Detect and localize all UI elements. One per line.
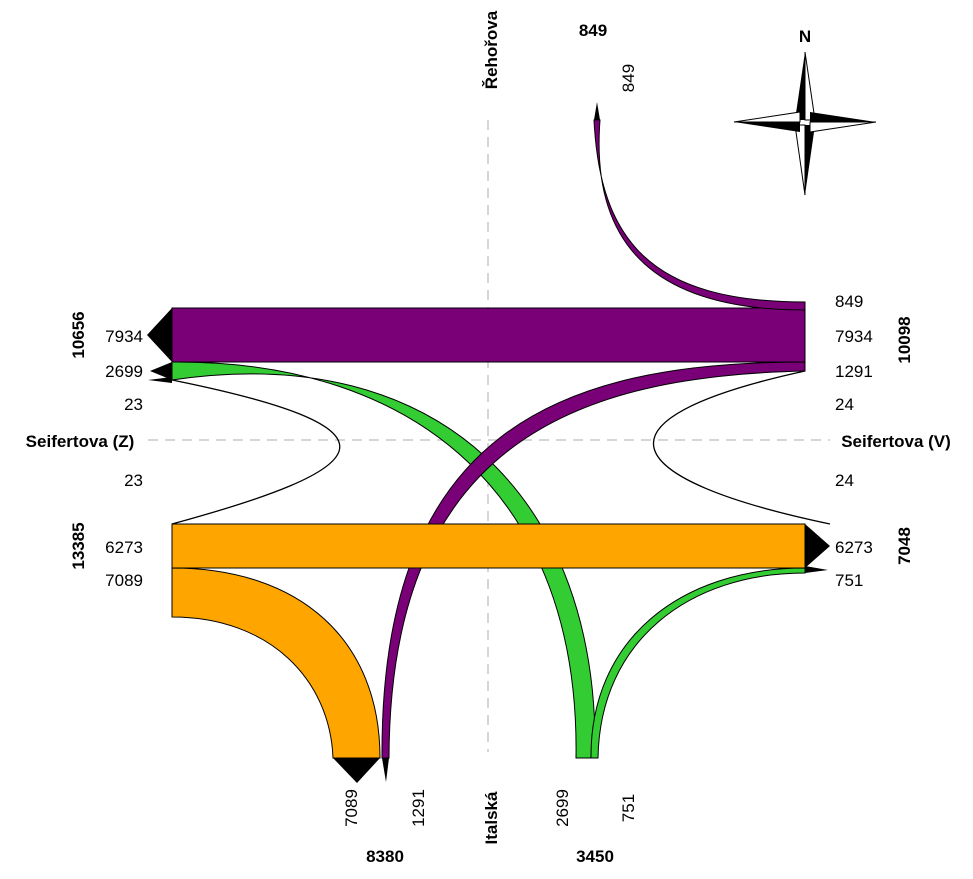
label-east-751: 751 xyxy=(835,571,863,590)
compass-label: N xyxy=(799,27,811,46)
flow-orange-6273 xyxy=(171,523,806,569)
total-east-upper: 10098 xyxy=(895,316,914,363)
label-east-24-lower: 24 xyxy=(835,471,854,490)
arrowhead-south-1291 xyxy=(382,758,389,782)
label-east-849: 849 xyxy=(835,292,863,311)
total-west-lower: 13385 xyxy=(69,522,88,569)
street-south-label: Italská xyxy=(482,791,501,844)
label-west-2699: 2699 xyxy=(105,362,143,381)
label-east-24-upper: 24 xyxy=(835,395,854,414)
total-west-upper: 10656 xyxy=(69,311,88,358)
flow-purple-849 xyxy=(593,119,806,311)
label-south-2699: 2699 xyxy=(553,789,572,827)
street-north-label: Řehořova xyxy=(482,10,501,89)
arrowhead-east-6273 xyxy=(805,524,830,568)
flow-orange-7089 xyxy=(171,567,381,759)
street-east-label: Seifertova (V) xyxy=(841,432,951,451)
arrowhead-west-2699 xyxy=(150,362,172,380)
arrowhead-east-751 xyxy=(805,566,828,573)
flow-purple-7934 xyxy=(171,307,806,363)
label-west-23-lower: 23 xyxy=(124,471,143,490)
label-west-23-upper: 23 xyxy=(124,395,143,414)
label-west-6273: 6273 xyxy=(105,538,143,557)
label-west-7934: 7934 xyxy=(105,327,143,346)
total-east-lower: 7048 xyxy=(895,527,914,565)
street-west-label: Seifertova (Z) xyxy=(26,432,135,451)
total-south-left: 8380 xyxy=(366,847,404,866)
arrowhead-north-849 xyxy=(594,102,600,120)
label-south-1291: 1291 xyxy=(409,789,428,827)
total-south-right: 3450 xyxy=(576,847,614,866)
label-north-849: 849 xyxy=(619,64,638,92)
arrowhead-south-7089 xyxy=(333,758,380,783)
total-north: 849 xyxy=(579,21,607,40)
label-west-7089: 7089 xyxy=(105,571,143,590)
flow-west-uturn xyxy=(171,379,341,525)
flow-green-751 xyxy=(590,567,806,759)
label-south-7089: 7089 xyxy=(342,789,361,827)
label-east-7934: 7934 xyxy=(835,327,873,346)
flow-east-uturn xyxy=(652,370,831,525)
compass-icon xyxy=(733,51,877,196)
label-east-1291: 1291 xyxy=(835,362,873,381)
arrowhead-west-uturn xyxy=(148,377,172,383)
label-east-6273: 6273 xyxy=(835,538,873,557)
label-south-751: 751 xyxy=(619,794,638,822)
arrowhead-west-7934 xyxy=(147,308,172,362)
